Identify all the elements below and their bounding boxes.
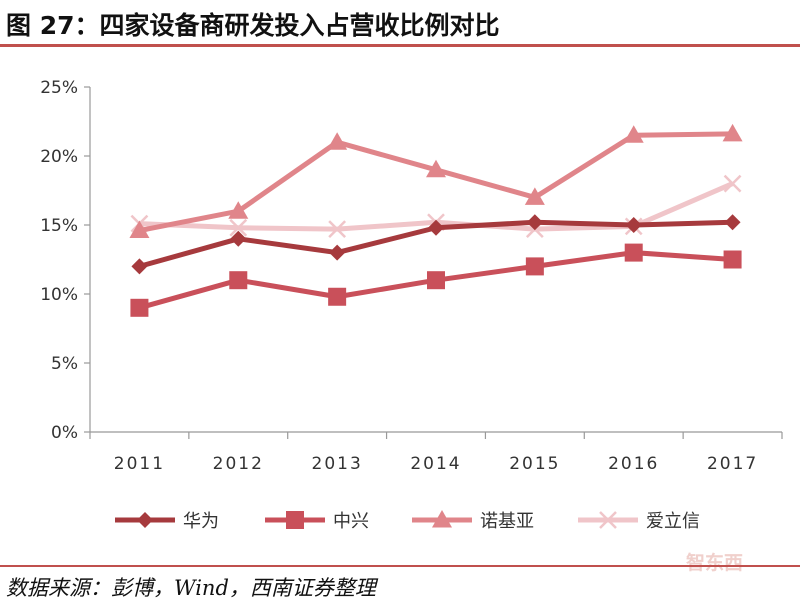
legend-marker <box>432 510 452 528</box>
legend-label: 中兴 <box>333 511 369 532</box>
data-point <box>327 132 348 150</box>
y-tick-label: 25% <box>40 78 78 98</box>
header-rule <box>0 44 800 47</box>
watermark-logo: 智东西 <box>686 552 744 574</box>
footer-rule <box>0 565 800 567</box>
x-tick-label: 2014 <box>410 454 461 474</box>
data-point <box>229 271 248 290</box>
data-point <box>427 271 445 290</box>
legend-item: 诺基亚 <box>412 510 534 532</box>
legend-label: 诺基亚 <box>480 511 534 532</box>
series-2 <box>129 123 743 239</box>
x-tick-label: 2013 <box>312 454 363 474</box>
x-tick-label: 2011 <box>114 454 165 474</box>
legend-label: 华为 <box>183 511 219 532</box>
y-tick-label: 5% <box>51 354 78 374</box>
legend-marker <box>599 511 617 529</box>
data-point <box>130 298 149 317</box>
data-point <box>129 220 150 239</box>
data-point <box>426 159 446 178</box>
figure-header: 图 27：四家设备商研发投入占营收比例对比 <box>0 0 800 44</box>
source-note: 数据来源：彭博，Wind，西南证券整理 <box>6 576 376 600</box>
data-point <box>328 220 347 239</box>
data-point <box>428 219 444 236</box>
data-point <box>131 258 148 275</box>
data-point <box>526 214 543 231</box>
data-point <box>229 218 248 237</box>
legend-item: 爱立信 <box>578 511 700 532</box>
data-point <box>328 287 347 306</box>
x-tick-label: 2012 <box>213 454 264 474</box>
y-tick-label: 10% <box>40 285 78 305</box>
data-point <box>623 125 644 143</box>
data-point <box>724 214 741 231</box>
series-layer <box>129 123 743 317</box>
legend-label: 爱立信 <box>646 511 700 532</box>
data-point <box>625 217 642 233</box>
data-point <box>624 243 643 262</box>
x-tick-label: 2017 <box>707 454 758 474</box>
data-point <box>329 244 346 261</box>
legend-marker <box>286 511 304 529</box>
chart-axes: 0% 5% 10% 15% 20% 25% 2011 2012 2013 2014 2015 2016… <box>40 78 783 474</box>
x-tick-label: 2016 <box>608 454 659 474</box>
y-tick-label: 15% <box>40 216 78 236</box>
chart-legend: 华为 中兴 诺基亚 爱立信 <box>115 510 700 532</box>
data-point <box>525 257 544 276</box>
y-tick-label: 20% <box>40 147 78 167</box>
data-point <box>723 250 742 269</box>
series-line <box>138 131 733 233</box>
chart-title: 图 27：四家设备商研发投入占营收比例对比 <box>6 11 500 40</box>
line-chart: 0% 5% 10% 15% 20% 25% 2011 2012 2013 2014 2015 2016… <box>40 78 783 532</box>
data-point <box>524 187 545 205</box>
data-point <box>230 230 247 247</box>
data-point <box>722 123 743 142</box>
legend-item: 华为 <box>115 511 219 532</box>
legend-marker <box>137 512 153 528</box>
legend-item: 中兴 <box>265 511 369 532</box>
series-1 <box>130 243 742 317</box>
x-tick-label: 2015 <box>509 454 560 474</box>
y-tick-label: 0% <box>51 423 78 443</box>
data-point <box>723 174 742 193</box>
series-0 <box>131 214 741 275</box>
data-point <box>228 201 249 219</box>
